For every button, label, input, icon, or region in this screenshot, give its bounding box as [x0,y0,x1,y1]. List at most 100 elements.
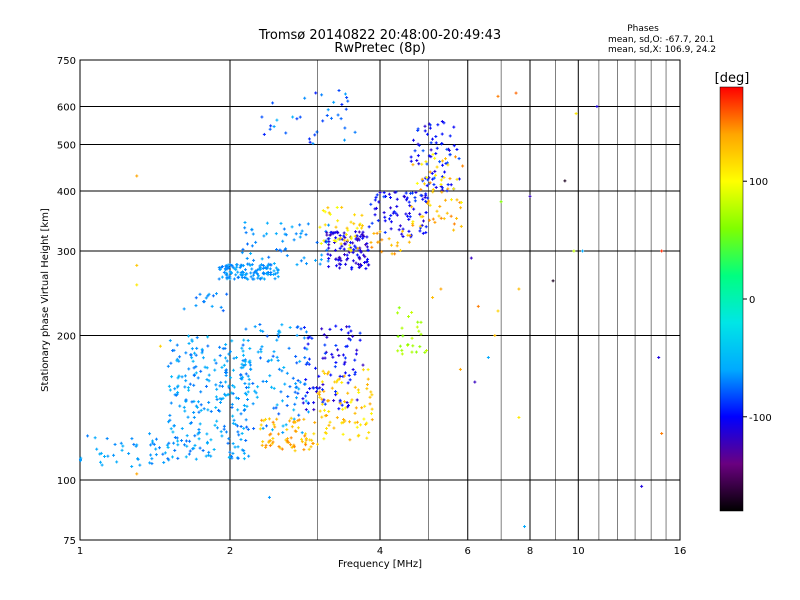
data-point [220,265,224,269]
data-point [307,410,311,414]
data-point [341,353,345,357]
data-point [461,164,465,168]
data-point [422,182,426,186]
data-point [169,361,173,365]
data-point [393,190,397,194]
data-point [275,355,279,359]
data-point [320,415,324,419]
data-point [440,175,444,179]
data-point [271,440,275,444]
data-point [294,232,298,236]
data-point [319,241,323,245]
data-point [236,445,240,449]
data-point [246,397,250,401]
data-point [207,400,211,404]
data-point [207,450,211,454]
data-point [423,129,427,133]
data-point [354,230,358,234]
data-point [660,249,664,253]
data-point [293,429,297,433]
data-point [198,422,202,426]
data-point [268,444,272,448]
data-point [496,94,500,98]
data-point [448,153,452,157]
data-point [343,360,347,364]
data-point [353,385,357,389]
data-point [268,433,272,437]
data-point [236,397,240,401]
data-point [260,276,264,280]
data-point [246,277,250,281]
data-point [207,292,211,296]
data-point [194,353,198,357]
data-point [302,256,306,260]
data-point [360,224,364,228]
data-point [345,344,349,348]
data-point [355,253,359,257]
data-point [343,92,347,96]
data-point [366,377,370,381]
data-point [270,385,274,389]
data-point [329,373,333,377]
data-point [343,371,347,375]
data-point [176,456,180,460]
data-point [452,125,456,129]
data-point [303,434,307,438]
data-point [249,275,253,279]
data-point [563,179,567,183]
data-point [268,267,272,271]
data-point [341,407,345,411]
data-point [345,96,349,100]
data-point [340,403,344,407]
data-point [234,396,238,400]
data-point [282,227,286,231]
data-point [265,334,269,338]
data-point [377,200,381,204]
data-point [319,258,323,262]
data-point [349,237,353,241]
data-point [411,163,415,167]
data-point [232,266,236,270]
data-point [206,344,210,348]
data-point [342,231,346,235]
data-point [232,385,236,389]
data-point [219,380,223,384]
data-point [338,266,342,270]
data-point [239,438,243,442]
data-point [232,277,236,281]
data-point [222,363,226,367]
data-point [247,454,251,458]
data-point [284,423,288,427]
data-point [292,408,296,412]
data-point [270,428,274,432]
data-point [241,353,245,357]
data-point [443,170,447,174]
data-point [348,438,352,442]
data-point [231,414,235,418]
data-point [364,260,368,264]
data-point [275,118,279,122]
data-point [272,269,276,273]
data-point [327,265,331,269]
data-point [271,354,275,358]
data-point [304,233,308,237]
data-point [446,163,450,167]
data-point [184,351,188,355]
data-point [293,390,297,394]
data-point [452,228,456,232]
data-point [322,389,326,393]
data-point [218,267,222,271]
data-point [343,253,347,257]
data-point [204,454,208,458]
data-point [113,442,117,446]
data-point [298,115,302,119]
data-point [304,378,308,382]
data-point [424,192,428,196]
data-point [244,231,248,235]
data-point [323,343,327,347]
data-point [221,396,225,400]
data-point [222,424,226,428]
data-point [251,232,255,236]
data-point [249,367,253,371]
data-point [186,386,190,390]
